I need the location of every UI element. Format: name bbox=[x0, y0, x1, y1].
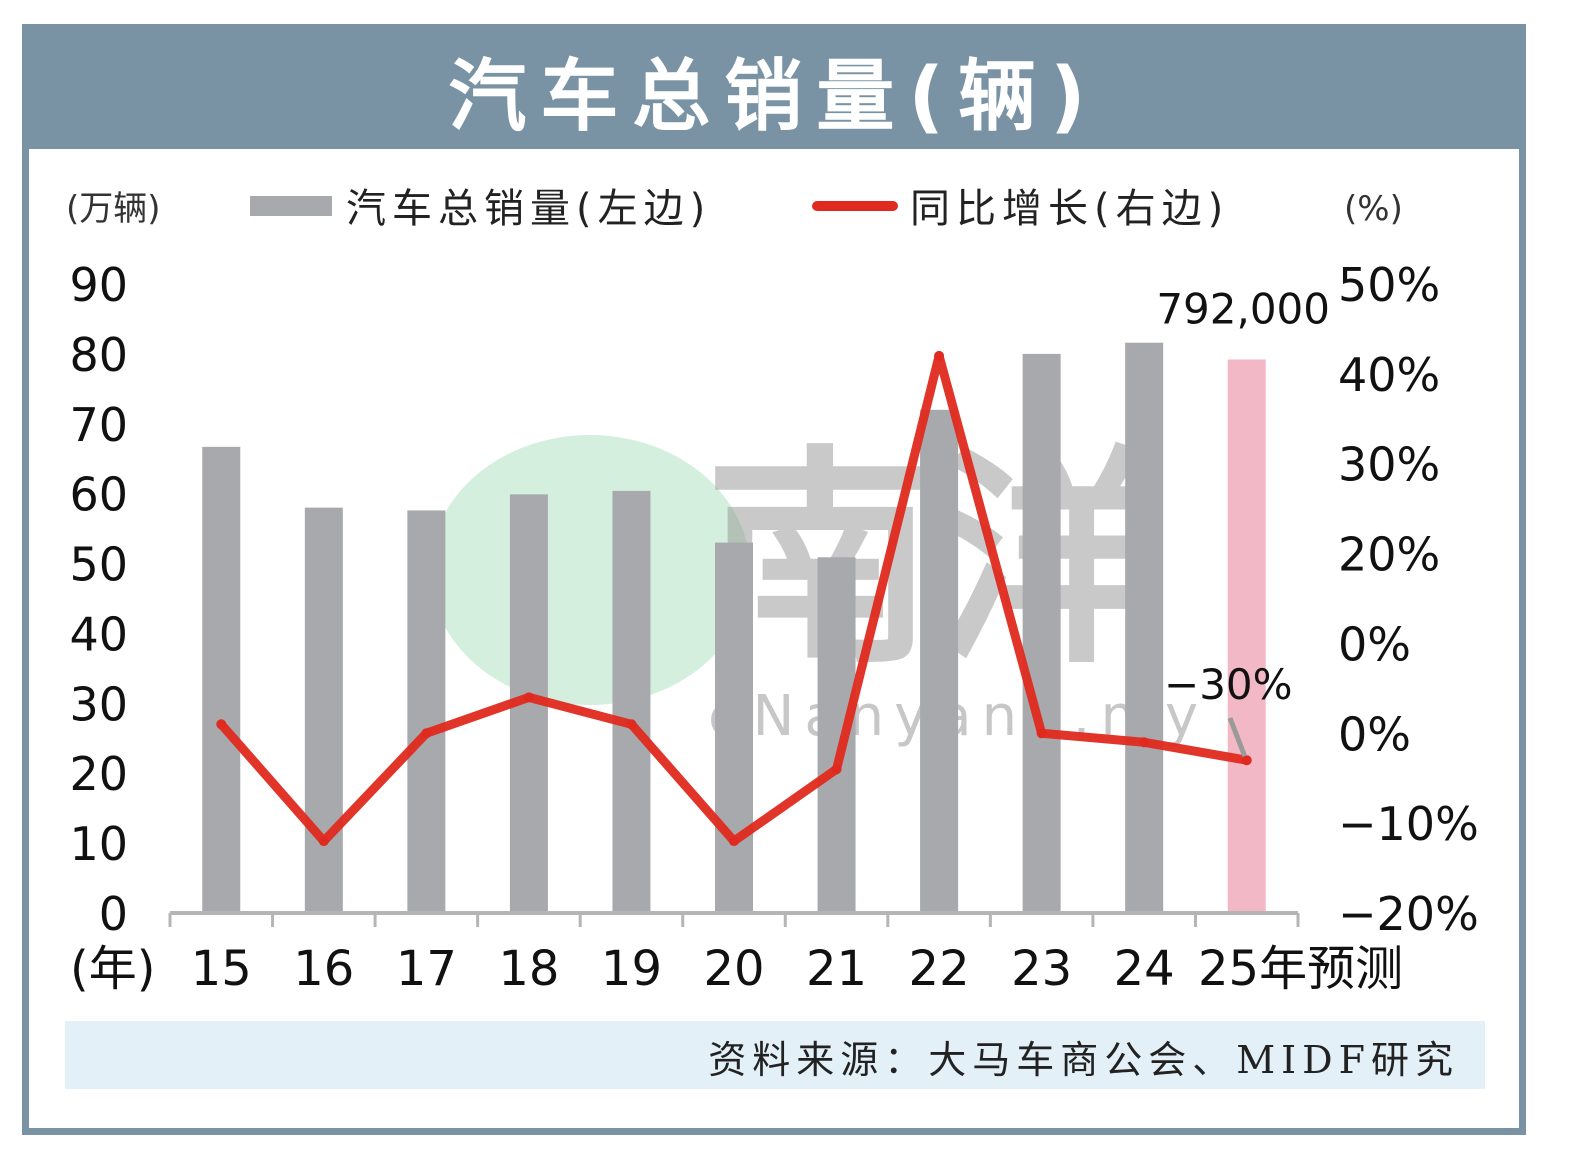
y-right-tick-label: −10% bbox=[1338, 797, 1479, 851]
bar bbox=[612, 490, 651, 913]
watermark-logo-e bbox=[430, 435, 750, 705]
chart-frame: 汽车总销量(辆) 资料来源：大马车商公会、MIDF研究 bbox=[22, 24, 1526, 1135]
bar bbox=[304, 507, 343, 913]
legend-line-label: 同比增长(右边) bbox=[910, 186, 1229, 232]
x-tick-label: 21 bbox=[806, 941, 867, 997]
legend-bar-label: 汽车总销量(左边) bbox=[346, 186, 711, 232]
right-axis-unit: (%) bbox=[1344, 189, 1403, 229]
source-bar: 资料来源：大马车商公会、MIDF研究 bbox=[65, 1021, 1485, 1089]
x-tick-label: 18 bbox=[498, 941, 559, 997]
legend-bar-swatch bbox=[250, 196, 332, 216]
growth-point bbox=[831, 764, 842, 775]
source-note: 资料来源：大马车商公会、MIDF研究 bbox=[708, 1038, 1459, 1082]
bar bbox=[715, 542, 753, 913]
y-left-tick-label: 20 bbox=[69, 747, 128, 801]
y-right-tick-label: 20% bbox=[1338, 528, 1440, 582]
y-left-tick-label: 30 bbox=[69, 677, 128, 731]
growth-point bbox=[729, 836, 739, 847]
y-left-tick-label: 70 bbox=[69, 398, 128, 452]
legend-line-swatch bbox=[812, 201, 898, 211]
x-tick-label: 17 bbox=[396, 941, 457, 997]
y-right-tick-label: 40% bbox=[1338, 348, 1440, 402]
x-tick-label: 25年预测 bbox=[1198, 941, 1403, 997]
y-left-tick-label: 50 bbox=[69, 538, 128, 592]
forecast-total-label: 792,000 bbox=[1156, 284, 1330, 333]
x-tick-label: 20 bbox=[703, 941, 764, 997]
bar bbox=[1022, 353, 1061, 913]
y-left-tick-label: 90 bbox=[69, 258, 128, 312]
x-tick-label: 15 bbox=[191, 941, 252, 997]
x-tick-label: 24 bbox=[1114, 941, 1175, 997]
bar bbox=[407, 510, 446, 913]
y-right-tick-label: −20% bbox=[1338, 887, 1479, 941]
x-tick-label: 19 bbox=[601, 941, 662, 997]
bar bbox=[817, 557, 856, 913]
y-left-tick-label: 80 bbox=[69, 328, 128, 382]
y-left-tick-label: 60 bbox=[69, 468, 128, 522]
y-left-tick-label: 10 bbox=[69, 817, 128, 871]
forecast-growth-label: −30% bbox=[1164, 660, 1293, 709]
growth-point bbox=[1241, 755, 1252, 766]
y-right-tick-label: 0% bbox=[1338, 617, 1411, 671]
plot-area: (年) 15 16 17 18 19 20 21 22 23 24 25年预测 0 10 20 30 40 50 6… bbox=[69, 258, 1478, 997]
bar bbox=[1227, 359, 1266, 914]
growth-point bbox=[421, 728, 432, 739]
chart-title: 汽车总销量(辆) bbox=[448, 52, 1100, 142]
bar bbox=[202, 446, 241, 913]
x-tick-label: 22 bbox=[909, 941, 970, 997]
growth-point bbox=[626, 719, 637, 730]
x-tick-label: 23 bbox=[1011, 941, 1072, 997]
growth-point bbox=[1036, 728, 1047, 739]
y-right-tick-label: 0% bbox=[1338, 707, 1411, 761]
bar bbox=[920, 409, 959, 913]
y-right-tick-label: 50% bbox=[1338, 258, 1440, 312]
growth-point bbox=[1139, 737, 1150, 748]
x-axis-unit: (年) bbox=[70, 941, 155, 997]
y-left-tick-label: 40 bbox=[69, 607, 128, 661]
growth-point bbox=[216, 719, 227, 730]
legend: (万辆) 汽车总销量(左边) 同比增长(右边) (%) bbox=[66, 186, 1403, 232]
growth-point bbox=[934, 350, 945, 361]
y-right-tick-label: 30% bbox=[1338, 438, 1440, 492]
title-bar: 汽车总销量(辆) bbox=[29, 31, 1519, 149]
growth-point bbox=[318, 836, 329, 847]
left-axis-unit: (万辆) bbox=[66, 189, 161, 229]
annotation-leader bbox=[1227, 717, 1248, 758]
bar bbox=[1125, 342, 1164, 913]
growth-point bbox=[523, 692, 534, 703]
y-left-tick-label: 0 bbox=[99, 887, 128, 941]
x-tick-label: 16 bbox=[293, 941, 354, 997]
